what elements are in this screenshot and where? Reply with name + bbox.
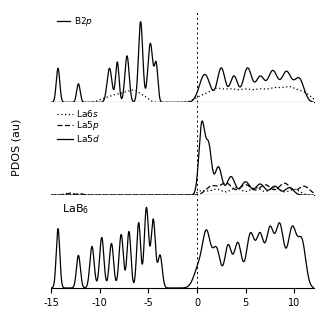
Legend: B2$p$: B2$p$ [56,14,94,29]
La5$p$ [161,193,165,197]
La6$s$ [312,193,316,197]
La5$p$ [224,181,228,185]
La6$s$ [150,193,154,197]
Line: La5$d$: La5$d$ [51,121,314,195]
La5$d$ [312,193,316,197]
La6$s$ [253,186,257,190]
La6$s$ [307,193,310,197]
La5$d$ [79,193,83,197]
Line: La6$s$: La6$s$ [51,188,314,195]
Text: PDOS (au): PDOS (au) [11,118,21,176]
La5$p$ [95,193,99,197]
Line: La5$p$: La5$p$ [51,183,314,195]
La5$d$ [150,193,154,197]
La6$s$ [95,193,99,197]
La6$s$ [115,193,119,197]
La5$p$ [79,192,83,196]
La6$s$ [161,193,165,197]
La6$s$ [79,193,83,197]
La5$d$ [161,193,165,197]
La5$p$ [278,184,282,188]
La5$d$ [307,193,310,197]
La5$d$ [200,119,204,123]
La5$d$ [278,188,282,192]
Legend: La6$s$, La5$p$, La5$d$: La6$s$, La5$p$, La5$d$ [56,107,101,145]
La6$s$ [49,193,53,197]
La5$d$ [95,193,99,197]
La5$p$ [122,193,126,197]
La6$s$ [278,188,282,192]
La5$d$ [49,193,53,197]
La5$p$ [150,193,154,197]
La5$p$ [307,187,310,191]
Text: LaB$_6$: LaB$_6$ [62,203,89,216]
La5$p$ [49,193,53,197]
La5$p$ [312,192,316,196]
